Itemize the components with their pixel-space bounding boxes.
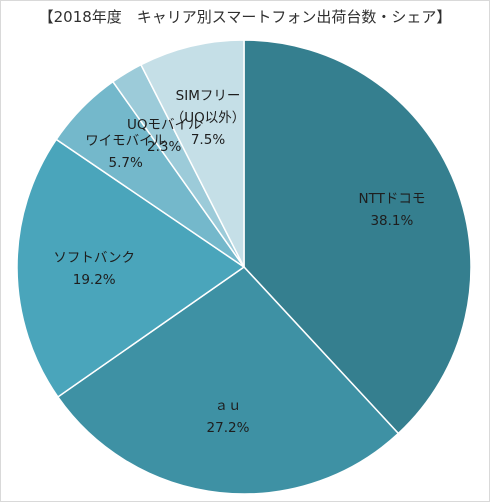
pie-slice-0 xyxy=(243,39,472,435)
slice-value-label: 38.1% xyxy=(370,213,413,229)
pie-slice-1 xyxy=(56,266,400,495)
slice-value-label: 27.2% xyxy=(207,420,250,436)
slice-value-label: 5.7% xyxy=(109,155,143,171)
slice-value-label: 19.2% xyxy=(73,272,116,288)
slice-label-0: NTTドコモ 38.1% xyxy=(358,191,425,229)
slice-label-2: ソフトバンク 19.2% xyxy=(53,250,135,288)
slice-label-4: UQモバイル 2.3% xyxy=(127,117,202,155)
chart-title: 【2018年度 キャリア別スマートフォン出荷台数・シェア】 xyxy=(38,8,452,26)
pie-slice-5 xyxy=(139,39,245,268)
slice-name-label: SIMフリー xyxy=(176,88,241,104)
slice-name-label: ソフトバンク xyxy=(53,250,135,266)
slice-label-1: ａｕ 27.2% xyxy=(207,398,250,436)
slice-value-label: 2.3% xyxy=(147,139,181,155)
slice-name-label: （UQ以外） xyxy=(171,110,246,126)
slice-name-label: NTTドコモ xyxy=(358,191,425,207)
slice-value-label: 7.5% xyxy=(191,132,225,148)
pie-slice-2 xyxy=(16,138,246,398)
slice-name-label: ワイモバイル xyxy=(85,133,166,149)
slice-label-3: ワイモバイル 5.7% xyxy=(85,133,166,171)
slice-name-label: ａｕ xyxy=(215,398,242,414)
slice-name-label: UQモバイル xyxy=(127,117,202,133)
slice-label-5: SIMフリー （UQ以外） 7.5% xyxy=(171,88,246,148)
